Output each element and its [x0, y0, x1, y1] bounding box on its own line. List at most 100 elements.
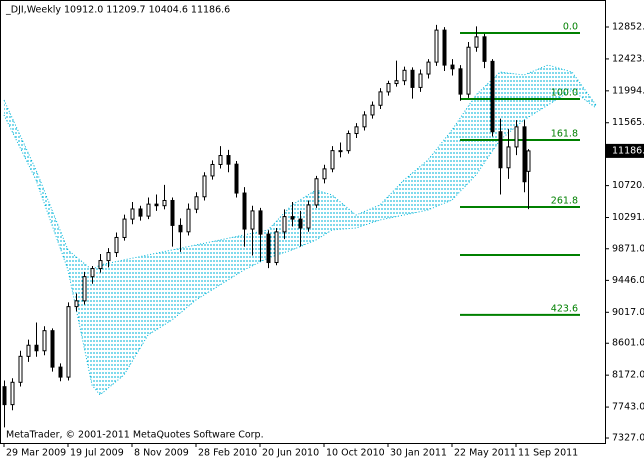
y-tick-label: 8601.0	[612, 338, 644, 349]
copyright: MetaTrader, © 2001-2011 MetaQuotes Softw…	[6, 430, 264, 441]
candle-body	[498, 131, 503, 169]
candle-body	[50, 330, 55, 368]
candle-body	[42, 330, 47, 352]
x-tick-label: 20 Jun 2010	[262, 448, 319, 459]
candle-body	[506, 146, 511, 169]
y-tick-label: 7327.0	[612, 433, 644, 444]
candle-body	[242, 192, 247, 230]
x-tick-label: 30 Jan 2011	[390, 448, 447, 459]
candle-body	[458, 68, 463, 95]
candle-body	[66, 306, 71, 378]
x-tick-label: 22 May 2011	[454, 448, 516, 459]
cloud-line	[3, 89, 597, 396]
x-tick-label: 8 Nov 2009	[134, 448, 189, 459]
price-label: 11186.6	[612, 145, 644, 156]
candle-body	[330, 150, 335, 170]
candle-body	[234, 163, 239, 194]
candle-body	[370, 104, 375, 116]
fibo-label: 0.0	[563, 22, 578, 33]
candle-body	[186, 208, 191, 233]
candle-body	[526, 150, 531, 172]
candle-body	[442, 29, 447, 66]
candle-body	[138, 208, 143, 217]
candle-body	[26, 344, 31, 357]
candle-body	[178, 224, 183, 233]
candle-body	[450, 64, 455, 70]
candle-body	[274, 231, 279, 264]
candle-body	[58, 366, 63, 378]
candle-body	[426, 61, 431, 75]
chart-title: _DJI,Weekly 10912.0 11209.7 10404.6 1118…	[5, 5, 230, 16]
x-tick-label: 10 Oct 2010	[326, 448, 385, 459]
candle-body	[434, 29, 439, 63]
candle-body	[290, 216, 295, 220]
candle-body	[250, 210, 255, 230]
candle-body	[394, 80, 399, 85]
fibo-label: 161.8	[551, 129, 578, 140]
y-tick-label: 11994.0	[612, 85, 644, 96]
candle-body	[34, 344, 39, 352]
candle-body	[266, 233, 271, 264]
y-tick-label: 11565.0	[612, 117, 644, 128]
candle-body	[298, 218, 303, 229]
candle-body	[74, 300, 79, 308]
candle-body	[466, 46, 471, 95]
x-tick-label: 11 Sep 2011	[518, 448, 578, 459]
fibo-label: 100.0	[551, 88, 578, 99]
candle-body	[122, 218, 127, 238]
fibo-label: 423.6	[551, 303, 578, 314]
candle-body	[338, 150, 343, 153]
candle-body	[106, 252, 111, 262]
candle-body	[314, 178, 319, 206]
candle-body	[218, 155, 223, 165]
candle-body	[10, 381, 15, 406]
candle-body	[490, 60, 495, 133]
candle-body	[2, 386, 7, 406]
candle-body	[18, 355, 23, 383]
candle-body	[410, 69, 415, 88]
candle-body	[386, 83, 391, 93]
x-tick-label: 29 Mar 2009	[6, 448, 66, 459]
y-tick-label: 7743.0	[612, 402, 644, 413]
y-tick-label: 9446.0	[612, 275, 644, 286]
y-tick-label: 12423.0	[612, 53, 644, 64]
price-box	[606, 143, 644, 158]
candle-body	[90, 268, 95, 278]
candle-body	[226, 155, 231, 165]
candle-body	[202, 175, 207, 198]
cloud-line	[3, 64, 597, 271]
candle-body	[98, 260, 103, 270]
y-tick-label: 10291.0	[612, 212, 644, 223]
candle-body	[146, 203, 151, 217]
fibo-label: 261.8	[551, 195, 578, 206]
candle-body	[114, 236, 119, 254]
candle-body	[210, 163, 215, 177]
candle-body	[322, 168, 327, 180]
candle-body	[418, 73, 423, 88]
x-tick-label: 19 Jul 2009	[70, 448, 124, 459]
candle-body	[162, 199, 167, 207]
candle-body	[402, 69, 407, 82]
candle-body	[354, 126, 359, 135]
candle-body	[258, 210, 263, 235]
candle-body	[154, 203, 159, 207]
candle-body	[194, 196, 199, 210]
candle-body	[130, 208, 135, 220]
candle-body	[346, 133, 351, 152]
x-tick-label: 28 Feb 2010	[198, 448, 257, 459]
candle-body	[306, 204, 311, 229]
candle-body	[282, 216, 287, 233]
candle-body	[514, 126, 519, 148]
candle-body	[474, 36, 479, 48]
y-tick-label: 10720.0	[612, 180, 644, 191]
candle-body	[482, 36, 487, 62]
candle-body	[362, 114, 367, 128]
candle-body	[82, 276, 87, 302]
candle-body	[378, 91, 383, 106]
y-tick-label: 9017.0	[612, 307, 644, 318]
candle-body	[170, 199, 175, 226]
y-tick-label: 12852.0	[612, 22, 644, 33]
y-tick-label: 8172.0	[612, 370, 644, 381]
